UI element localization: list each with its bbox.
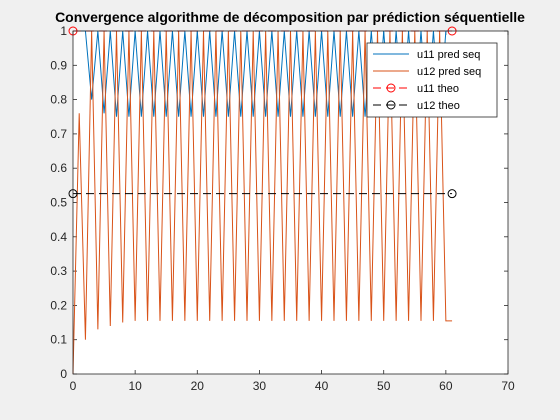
y-tick-label: 0.7 <box>50 127 67 141</box>
y-tick-label: 0 <box>60 367 67 381</box>
legend-marker-2 <box>386 83 396 93</box>
y-tick-label: 0.5 <box>50 196 67 210</box>
y-tick-label: 0.2 <box>50 298 67 312</box>
y-tick-label: 0.4 <box>50 230 67 244</box>
x-tick-label: 20 <box>191 379 205 393</box>
x-tick-label: 10 <box>128 379 142 393</box>
x-tick-label: 30 <box>253 379 267 393</box>
axes-box <box>72 30 509 375</box>
x-tick-label: 50 <box>377 379 391 393</box>
x-tick-label: 40 <box>315 379 329 393</box>
legend-marker-3 <box>386 100 396 110</box>
y-tick-label: 0.1 <box>50 333 67 347</box>
x-tick-label: 0 <box>70 379 77 393</box>
y-tick-label: 1 <box>60 24 67 38</box>
legend: u11 pred seq u12 pred seq u11 theo u12 theo <box>366 42 498 118</box>
y-tick-label: 0.9 <box>50 58 67 72</box>
legend-label-1: u12 pred seq <box>417 66 481 78</box>
axis-ticks: 0 10 20 30 40 50 60 70 0 0.1 0.2 0.3 0.4 0.5 0.6 0.7 0.8… <box>50 24 515 393</box>
series-marker-3 <box>447 189 457 199</box>
y-tick-label: 0.6 <box>50 161 67 175</box>
x-tick-label: 60 <box>439 379 453 393</box>
legend-label-0: u11 pred seq <box>417 49 480 61</box>
chart-title: Convergence algorithme de décomposition … <box>55 9 525 25</box>
y-tick-label: 0.8 <box>50 93 67 107</box>
legend-label-2: u11 theo <box>417 83 459 95</box>
y-tick-label: 0.3 <box>50 264 67 278</box>
legend-label-3: u12 theo <box>417 100 460 112</box>
x-tick-label: 70 <box>501 379 515 393</box>
